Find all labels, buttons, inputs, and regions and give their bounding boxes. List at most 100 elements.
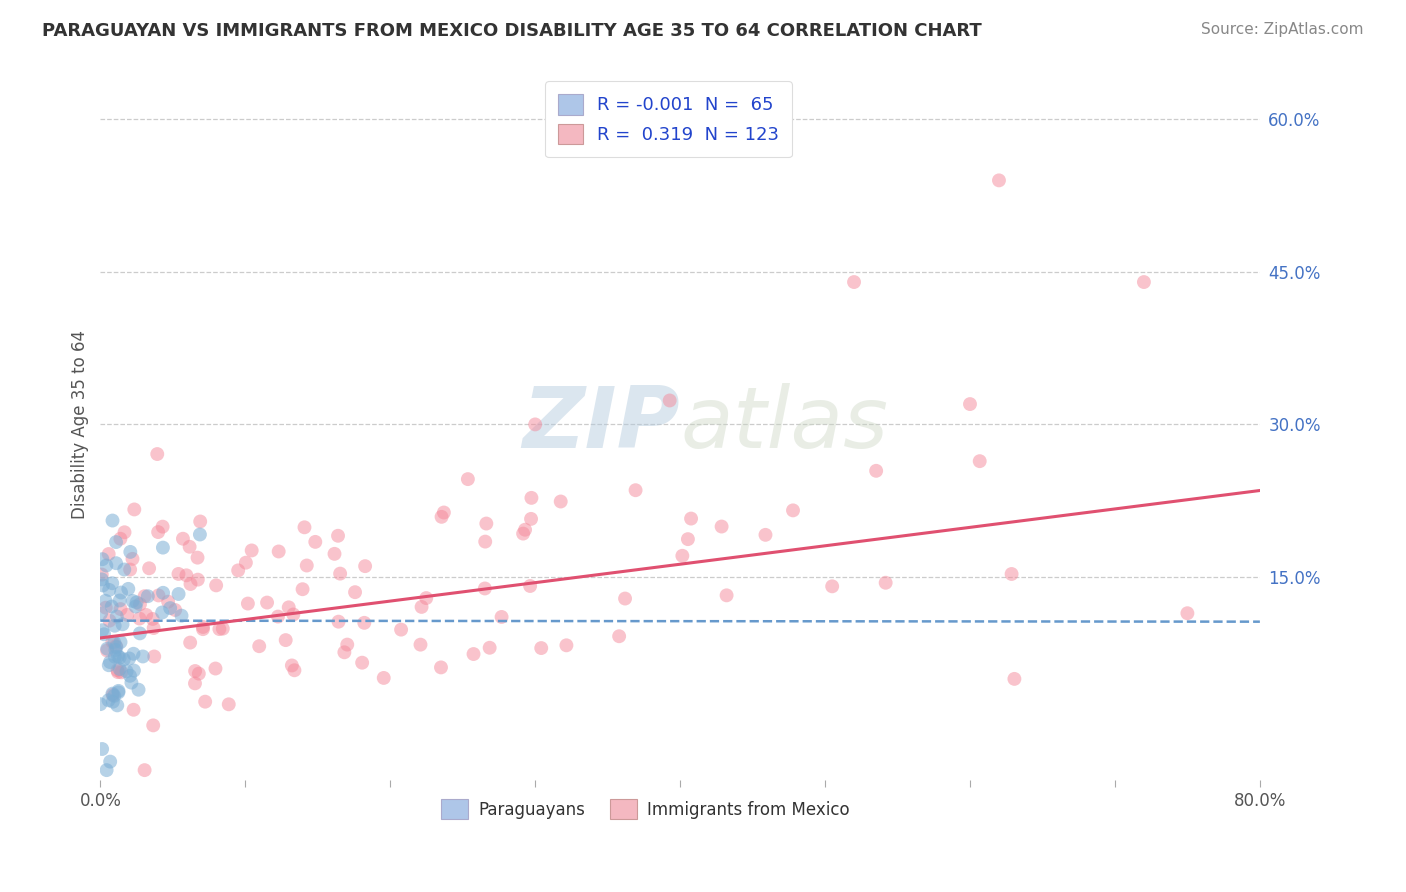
Point <box>433 506 456 520</box>
Point <box>111 617 134 632</box>
Point <box>457 472 479 486</box>
Point <box>283 607 305 622</box>
Point <box>108 662 131 676</box>
Point <box>94 600 117 615</box>
Point <box>191 620 214 634</box>
Point <box>524 417 547 432</box>
Point <box>91 552 114 566</box>
Point <box>107 685 129 699</box>
Point <box>716 588 738 602</box>
Point <box>1177 606 1199 620</box>
Point <box>1002 672 1025 686</box>
Point <box>125 595 148 609</box>
Point <box>676 532 699 546</box>
Point <box>105 609 128 624</box>
Point <box>988 173 1011 187</box>
Point <box>167 566 190 581</box>
Point <box>101 687 124 701</box>
Point <box>124 599 146 614</box>
Point <box>107 665 129 680</box>
Point <box>205 578 228 592</box>
Y-axis label: Disability Age 35 to 64: Disability Age 35 to 64 <box>72 330 89 519</box>
Point <box>101 635 124 649</box>
Point <box>104 643 127 657</box>
Point <box>353 615 375 630</box>
Point <box>184 664 207 678</box>
Point <box>90 573 112 587</box>
Point <box>256 596 278 610</box>
Point <box>90 607 112 621</box>
Point <box>512 526 534 541</box>
Point <box>118 669 141 683</box>
Point <box>607 629 630 643</box>
Point <box>107 684 129 698</box>
Point <box>491 610 513 624</box>
Point <box>98 655 121 669</box>
Point <box>142 718 165 732</box>
Point <box>474 534 496 549</box>
Point <box>188 515 211 529</box>
Point <box>821 579 844 593</box>
Point <box>336 638 359 652</box>
Point <box>1133 275 1156 289</box>
Point <box>236 597 259 611</box>
Point <box>247 639 270 653</box>
Point <box>179 635 201 649</box>
Point <box>474 582 496 596</box>
Point <box>281 658 304 673</box>
Point <box>91 742 114 756</box>
Point <box>184 676 207 690</box>
Point <box>274 633 297 648</box>
Point <box>110 532 132 546</box>
Point <box>103 635 125 649</box>
Point <box>93 627 115 641</box>
Point <box>129 597 152 611</box>
Point <box>105 535 128 549</box>
Point <box>186 550 208 565</box>
Point <box>754 528 776 542</box>
Point <box>176 568 198 582</box>
Point <box>842 275 865 289</box>
Point <box>415 591 437 605</box>
Point <box>115 665 138 679</box>
Point <box>235 556 257 570</box>
Point <box>98 614 121 628</box>
Point <box>294 520 316 534</box>
Point <box>328 615 350 629</box>
Point <box>101 514 124 528</box>
Point <box>170 608 193 623</box>
Point <box>159 601 181 615</box>
Point <box>389 623 412 637</box>
Point <box>267 544 290 558</box>
Point <box>90 567 112 582</box>
Point <box>165 603 187 617</box>
Point <box>267 609 290 624</box>
Point <box>520 491 543 505</box>
Point <box>354 559 377 574</box>
Point <box>329 566 352 581</box>
Point <box>865 464 887 478</box>
Point <box>624 483 647 498</box>
Point <box>782 503 804 517</box>
Text: PARAGUAYAN VS IMMIGRANTS FROM MEXICO DISABILITY AGE 35 TO 64 CORRELATION CHART: PARAGUAYAN VS IMMIGRANTS FROM MEXICO DIS… <box>42 22 981 40</box>
Point <box>98 582 121 597</box>
Point <box>122 703 145 717</box>
Point <box>555 638 578 652</box>
Point <box>157 595 180 609</box>
Point <box>277 600 299 615</box>
Point <box>295 558 318 573</box>
Point <box>344 585 367 599</box>
Point <box>128 682 150 697</box>
Point <box>188 527 211 541</box>
Point <box>550 494 572 508</box>
Point <box>614 591 637 606</box>
Point <box>121 552 143 566</box>
Point <box>107 663 129 677</box>
Point <box>167 587 190 601</box>
Point <box>112 562 135 576</box>
Point <box>96 641 118 656</box>
Point <box>120 545 142 559</box>
Point <box>409 638 432 652</box>
Point <box>101 576 124 591</box>
Point <box>142 621 165 635</box>
